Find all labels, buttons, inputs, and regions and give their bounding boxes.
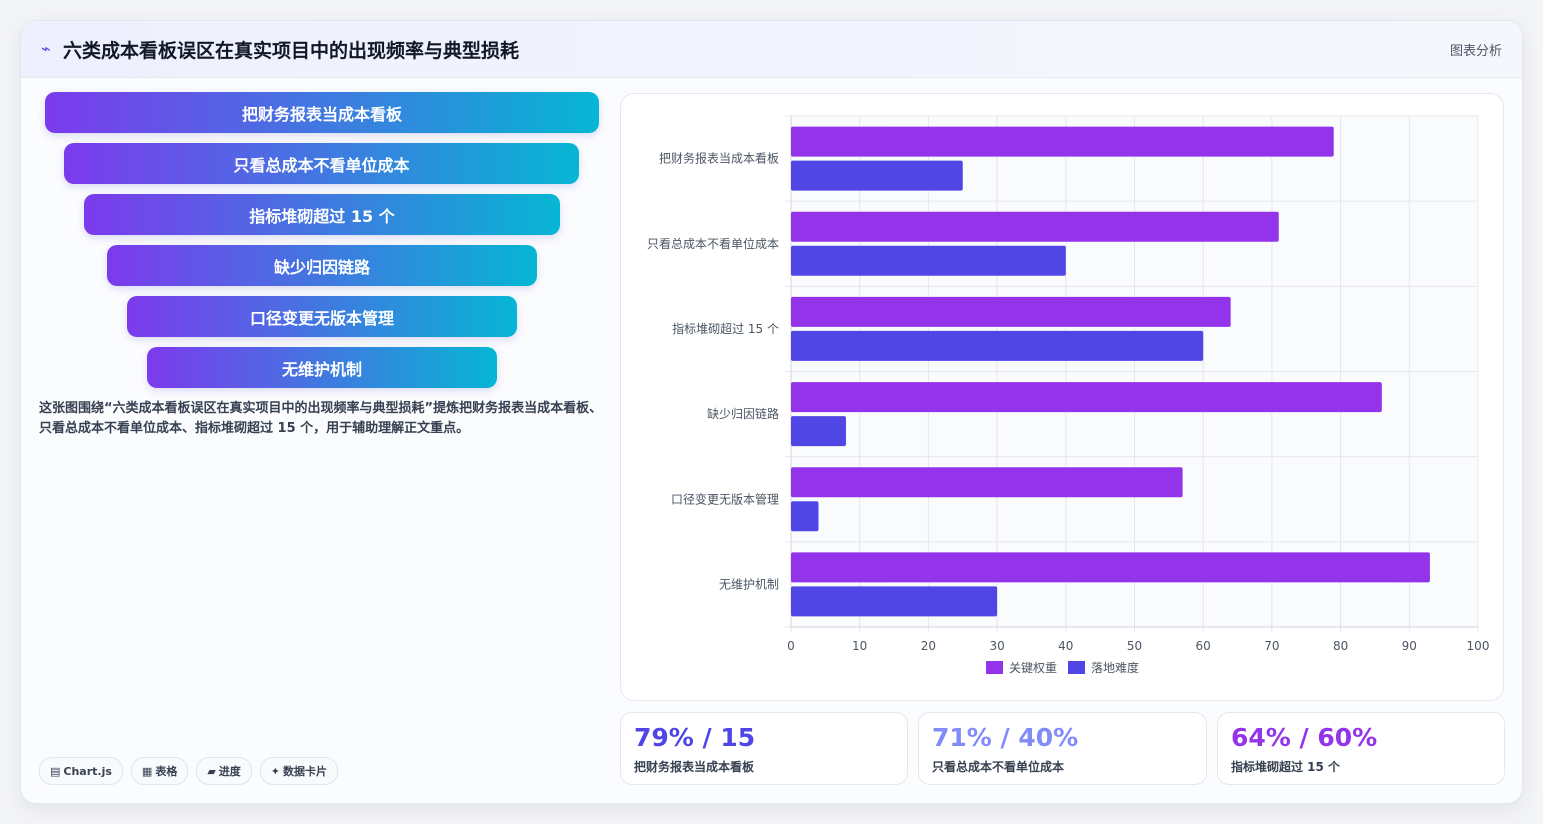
bar-key-weight — [791, 382, 1382, 413]
funnel-item: 缺少归因链路 — [107, 245, 537, 286]
bar-difficulty — [791, 330, 1204, 361]
funnel-label: 把财务报表当成本看板 — [241, 104, 402, 124]
bar-difficulty — [791, 245, 1066, 276]
y-tick-label: 把财务报表当成本看板 — [659, 151, 779, 166]
chip-data-card[interactable]: ✦ 数据卡片 — [259, 757, 339, 785]
chart-line-icon: ⌁ — [41, 39, 51, 58]
tool-chips: ▤ Chart.js ▦ 表格 ▰ 进度 ✦ 数据卡片 — [39, 757, 339, 785]
x-tick-label: 50 — [1127, 639, 1142, 653]
x-tick-label: 30 — [989, 639, 1004, 653]
chart-icon: ▤ — [50, 764, 61, 778]
chip-table[interactable]: ▦ 表格 — [130, 757, 189, 785]
bar-key-weight — [791, 552, 1430, 583]
legend-label: 关键权重 — [1009, 661, 1057, 675]
bar-key-weight — [791, 126, 1334, 157]
funnel-item: 无维护机制 — [147, 347, 497, 388]
dashboard-card: ⌁ 六类成本看板误区在真实项目中的出现频率与典型损耗 图表分析 把财务报表当成本… — [20, 20, 1523, 804]
funnel-item: 只看总成本不看单位成本 — [64, 143, 579, 184]
bar-difficulty — [791, 586, 998, 617]
funnel-item: 口径变更无版本管理 — [127, 296, 517, 337]
x-tick-label: 90 — [1402, 639, 1417, 653]
stat-value: 79% / 15 — [634, 723, 756, 752]
bar-difficulty — [791, 160, 963, 191]
chip-label: 数据卡片 — [283, 765, 328, 778]
funnel-label: 缺少归因链路 — [273, 257, 370, 277]
x-tick-label: 60 — [1196, 639, 1211, 653]
stat-value: 71% / 40% — [932, 723, 1079, 752]
chart-panel: 0 10 20 30 40 50 60 70 80 90 100 把财务报表当成本看板只看总成本不看单… — [620, 93, 1504, 701]
stat-card: 71% / 40% 只看总成本不看单位成本 — [918, 712, 1207, 785]
legend-swatch — [1068, 661, 1085, 674]
stat-card: 79% / 15 把财务报表当成本看板 — [620, 712, 908, 785]
x-tick-label: 100 — [1467, 639, 1490, 653]
legend-label: 落地难度 — [1091, 660, 1139, 675]
y-tick-label: 指标堆砌超过 15 个 — [672, 321, 779, 336]
funnel-label: 只看总成本不看单位成本 — [233, 155, 410, 175]
x-tick-label: 0 — [787, 639, 795, 653]
y-tick-label: 缺少归因链路 — [707, 406, 779, 421]
bar-difficulty — [791, 416, 846, 447]
funnel-label: 无维护机制 — [281, 359, 362, 379]
x-tick-label: 40 — [1058, 639, 1073, 653]
funnel-label: 指标堆砌超过 15 个 — [249, 206, 395, 226]
progress-icon: ▰ — [207, 764, 216, 778]
stat-label: 把财务报表当成本看板 — [634, 760, 755, 774]
header-tag: 图表分析 — [1449, 44, 1502, 59]
funnel-item: 指标堆砌超过 15 个 — [84, 194, 560, 235]
sparkle-icon: ✦ — [270, 764, 281, 778]
y-tick-label: 口径变更无版本管理 — [671, 491, 779, 506]
chip-label: Chart.js — [63, 764, 112, 778]
funnel-label: 口径变更无版本管理 — [249, 308, 394, 328]
bar-chart: 0 10 20 30 40 50 60 70 80 90 100 把财务报表当成本看板只看总成本不看单… — [647, 115, 1490, 675]
y-tick-label: 只看总成本不看单位成本 — [647, 236, 779, 251]
bar-key-weight — [791, 211, 1279, 242]
header: ⌁ 六类成本看板误区在真实项目中的出现频率与典型损耗 图表分析 — [21, 21, 1522, 78]
funnel-item: 把财务报表当成本看板 — [45, 92, 599, 133]
stat-value: 64% / 60% — [1231, 723, 1378, 752]
table-icon: ▦ — [141, 764, 153, 778]
x-tick-label: 80 — [1333, 639, 1348, 653]
bar-key-weight — [791, 467, 1183, 498]
stat-card: 64% / 60% 指标堆砌超过 15 个 — [1217, 712, 1505, 785]
chip-chartjs[interactable]: ▤ Chart.js — [39, 757, 123, 785]
x-tick-label: 10 — [852, 639, 867, 653]
x-tick-label: 70 — [1264, 639, 1279, 653]
bar-key-weight — [791, 296, 1231, 327]
chip-label: 进度 — [218, 765, 241, 778]
y-tick-label: 无维护机制 — [719, 577, 779, 591]
bar-difficulty — [791, 501, 819, 532]
x-tick-label: 20 — [921, 639, 936, 653]
stat-label: 只看总成本不看单位成本 — [932, 760, 1065, 774]
page-title: 六类成本看板误区在真实项目中的出现频率与典型损耗 — [63, 40, 520, 62]
stat-label: 指标堆砌超过 15 个 — [1231, 760, 1341, 774]
chart-description: 这张图围绕“六类成本看板误区在真实项目中的出现频率与典型损耗”提炼把财务报表当成… — [39, 401, 603, 436]
chip-progress[interactable]: ▰ 进度 — [196, 757, 252, 785]
chip-label: 表格 — [155, 765, 178, 778]
legend-swatch — [986, 661, 1003, 674]
